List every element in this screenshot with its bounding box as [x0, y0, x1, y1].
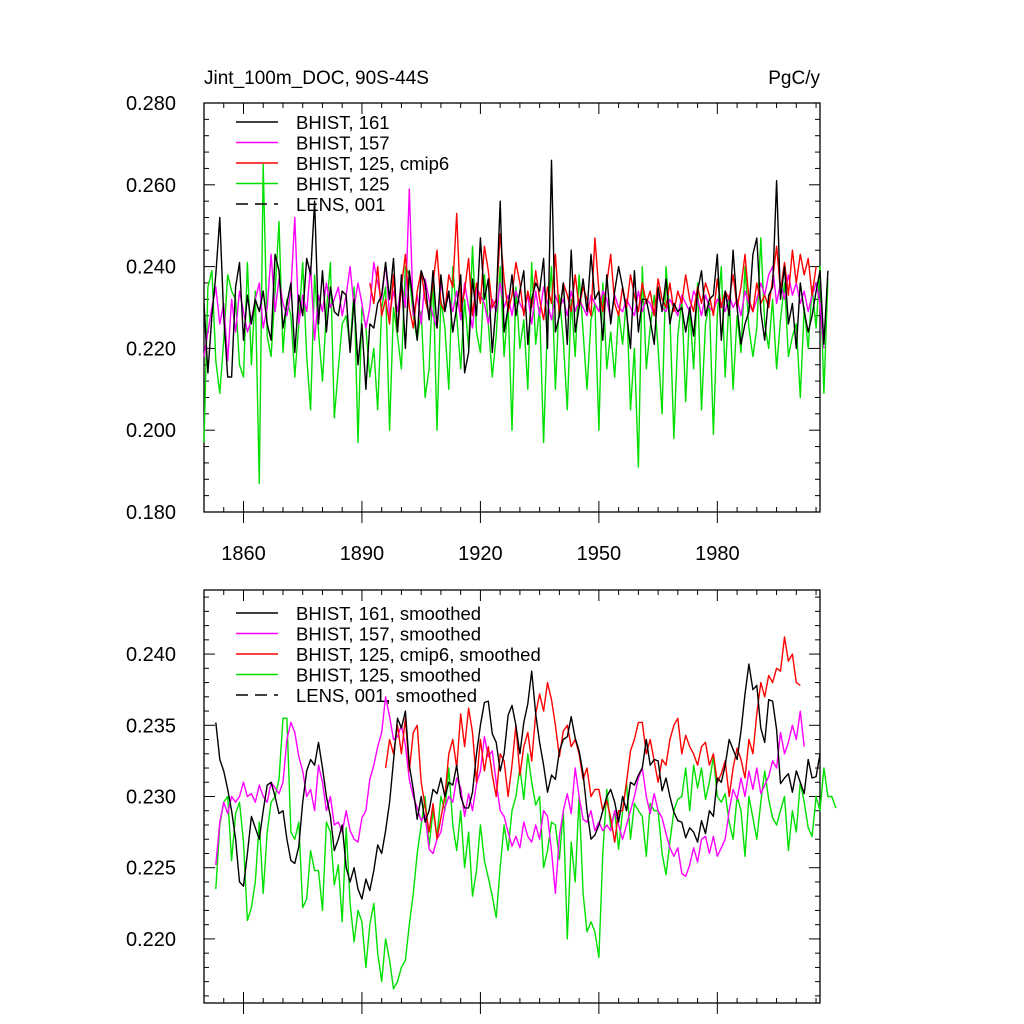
bottom-y-tick-label: 0.225: [126, 858, 176, 880]
bottom-series-line-3: [215, 717, 837, 990]
top-series-line-0: [203, 159, 829, 390]
top-y-tick-label: 0.260: [126, 175, 176, 197]
bottom-y-tick-label: 0.235: [126, 715, 176, 737]
top-y-tick-label: 0.280: [126, 93, 176, 115]
bottom-legend-label: LENS, 001, smoothed: [296, 685, 477, 706]
bottom-y-tick-label: 0.220: [126, 929, 176, 951]
bottom-y-tick-label: 0.240: [126, 644, 176, 666]
top-x-tick-label: 1860: [221, 543, 266, 565]
bottom-series-line-1: [215, 696, 805, 894]
bottom-legend-label: BHIST, 125, smoothed: [296, 665, 481, 686]
top-legend-label: BHIST, 157: [296, 133, 390, 154]
bottom-panel: 0.220 0.225 0.230 0.235 0.240 BHIST, 161, smo…: [126, 589, 837, 1014]
top-x-tick-label: 1920: [458, 543, 503, 565]
top-x-tick-label: 1950: [577, 543, 622, 565]
top-legend-label: BHIST, 125, cmip6: [296, 153, 449, 174]
bottom-legend-label: BHIST, 157, smoothed: [296, 624, 481, 645]
top-legend-label: BHIST, 125: [296, 174, 390, 195]
bottom-y-tick-label: 0.230: [126, 787, 176, 809]
top-y-tick-label: 0.200: [126, 420, 176, 442]
top-series-line-3: [203, 163, 829, 485]
top-x-tick-label: 1890: [340, 543, 385, 565]
top-panel-title: Jint_100m_DOC, 90S-44S: [204, 68, 429, 89]
bottom-series-line-0: [215, 663, 821, 900]
top-legend-label: BHIST, 161: [296, 112, 390, 133]
top-panel: Jint_100m_DOC, 90S-44S PgC/y 0.180 0.200 0…: [126, 68, 829, 565]
bottom-legend-label: BHIST, 125, cmip6, smoothed: [296, 644, 541, 665]
top-y-tick-label: 0.220: [126, 338, 176, 360]
bottom-series-line-2: [384, 636, 801, 843]
top-x-tick-label: 1980: [695, 543, 740, 565]
top-legend-label: LENS, 001: [296, 194, 385, 215]
top-panel-units: PgC/y: [768, 68, 820, 89]
top-y-tick-label: 0.240: [126, 257, 176, 279]
bottom-legend-label: BHIST, 161, smoothed: [296, 603, 481, 624]
top-y-tick-label: 0.180: [126, 502, 176, 524]
